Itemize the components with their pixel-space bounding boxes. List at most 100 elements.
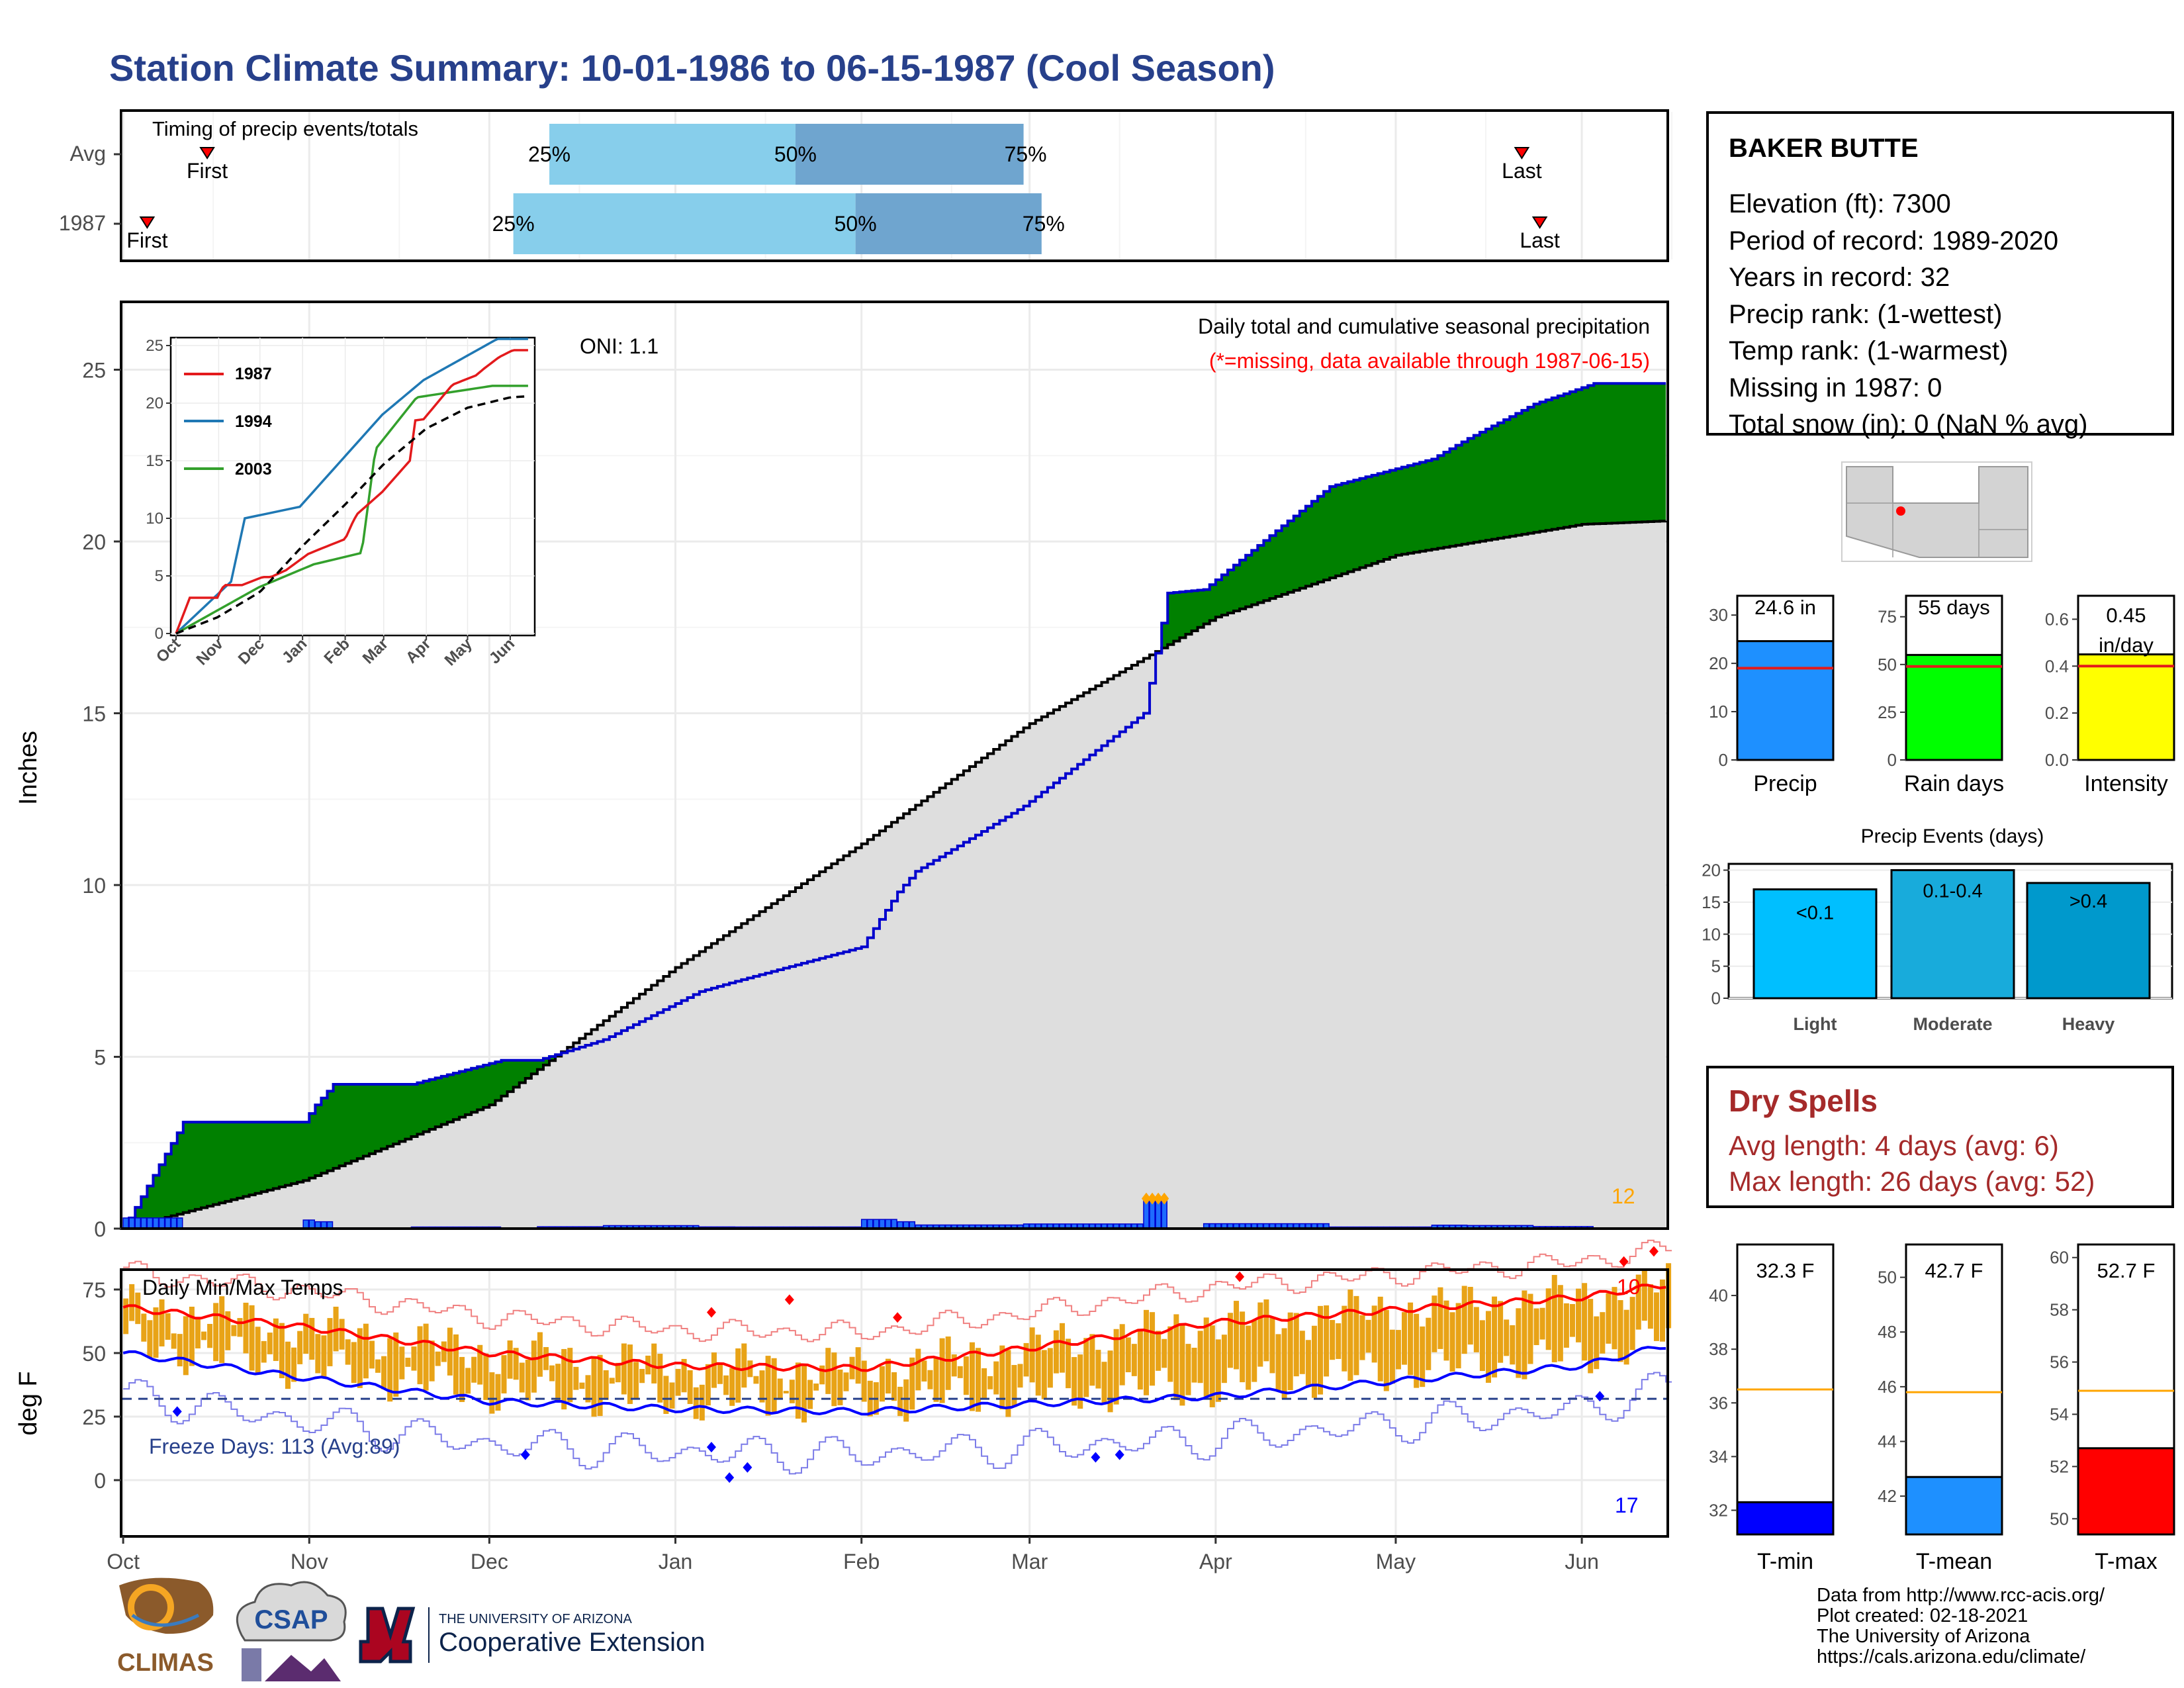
ua-a-mark <box>359 1607 416 1664</box>
daily-temp-bar <box>1287 1312 1293 1391</box>
daily-temp-bar <box>315 1334 321 1374</box>
daily-temp-bar <box>1606 1293 1612 1344</box>
daily-temp-bar <box>681 1358 687 1393</box>
temp-count-high: 10 <box>1617 1275 1641 1299</box>
daily-temp-bar <box>291 1347 297 1382</box>
month-label: Mar <box>1011 1550 1048 1573</box>
daily-temp-bar <box>693 1387 699 1419</box>
daily-temp-bar <box>861 1360 867 1402</box>
temp-summary-label: 52.7 F <box>2097 1259 2156 1282</box>
temp-ytick-label: 75 <box>82 1278 106 1302</box>
month-label: Dec <box>471 1550 508 1573</box>
precip-daily-bar <box>176 1217 183 1229</box>
daily-temp-bar <box>1479 1320 1485 1372</box>
daily-temp-bar <box>123 1298 129 1335</box>
precip-record-diamond <box>1148 1192 1158 1205</box>
summary-bar-name: Rain days <box>1904 771 2004 796</box>
temp-summary-name: T-max <box>2095 1549 2157 1574</box>
inset-ytick-label: 10 <box>146 510 163 528</box>
daily-temp-bar <box>1533 1308 1539 1345</box>
credit-plot-created: Plot created: 02-18-2021 <box>1817 1605 2028 1626</box>
daily-temp-bar <box>1527 1293 1533 1364</box>
oni-label: ONI: 1.1 <box>580 334 659 358</box>
daily-temp-bar <box>1083 1338 1089 1397</box>
daily-temp-bar <box>1318 1305 1324 1395</box>
precip-title: Daily total and cumulative seasonal prec… <box>1198 314 1650 338</box>
daily-temp-bar <box>1066 1338 1071 1389</box>
daily-temp-bar <box>976 1348 981 1412</box>
timing-bar-50-75 <box>795 124 1024 185</box>
daily-temp-bar <box>261 1340 267 1363</box>
temp-summary-name: T-min <box>1757 1549 1813 1574</box>
month-label: Jan <box>659 1550 693 1573</box>
daily-temp-bar <box>1437 1287 1443 1349</box>
daily-temp-bar <box>465 1368 471 1394</box>
daily-temp-bar <box>1647 1284 1653 1329</box>
daily-temp-bar <box>339 1319 345 1350</box>
daily-temp-bar <box>705 1364 711 1406</box>
daily-temp-bar <box>1492 1296 1498 1378</box>
dry-spells-avg: Avg length: 4 days (avg: 6) <box>1729 1130 2059 1161</box>
temp-summary-t-mean: 42 44 46 48 50 42.7 F T-mean <box>1878 1243 2003 1574</box>
daily-temp-bar <box>525 1359 531 1401</box>
daily-temp-bar <box>375 1359 381 1373</box>
daily-temp-bar <box>579 1382 585 1389</box>
precip-events-tick-label: 0 <box>1711 988 1721 1008</box>
daily-temp-bar <box>1161 1338 1167 1368</box>
daily-temp-bar <box>507 1340 513 1379</box>
daily-temp-bar <box>183 1316 189 1376</box>
precip-events-tick-label: 20 <box>1702 861 1721 880</box>
precip-cumulative-line <box>123 382 1666 1230</box>
daily-temp-bar <box>369 1340 375 1369</box>
temp-frame <box>120 1268 1669 1538</box>
timing-marks: 25% 50% 75% First Last 25% 50% 75% First Last <box>114 124 1560 254</box>
summary-bar-name: Intensity <box>2084 771 2168 796</box>
daily-temp-bar <box>597 1354 603 1417</box>
daily-temp-bar <box>1485 1311 1491 1383</box>
daily-temp-bar <box>831 1352 837 1407</box>
precip-daily-bar <box>140 1217 148 1229</box>
daily-temp-bar <box>933 1358 939 1402</box>
summary-bar-tick-label: 0.0 <box>2045 750 2069 770</box>
precip-daily-bar <box>134 1217 141 1229</box>
summary-bar-rain-days: 0 25 50 75 55 days Rain days <box>1878 594 2004 796</box>
tmin-record-line <box>123 1372 1672 1475</box>
daily-temp-bar <box>765 1356 771 1416</box>
temp-summary-fill <box>1736 1501 1835 1536</box>
summary-bar-tick-label: 0.4 <box>2045 656 2069 676</box>
summary-bar-fill <box>1905 653 2003 761</box>
timing-q50-label: 50% <box>835 212 877 236</box>
precip-events-title: Precip Events (days) <box>1861 825 2044 847</box>
daily-temp-bar <box>1623 1309 1629 1365</box>
state-shape <box>1846 466 2028 558</box>
precip-daily-bar <box>860 1219 868 1229</box>
precip-ytick-label: 20 <box>82 530 106 554</box>
climas-sun <box>128 1584 174 1630</box>
precip-daily-bar <box>146 1217 154 1229</box>
daily-temp-bar <box>273 1318 279 1361</box>
summary-bar-name: Precip <box>1753 771 1817 796</box>
daily-temp-bar <box>663 1376 669 1414</box>
daily-temp-bar <box>489 1372 495 1414</box>
temp-summary-tick-label: 42 <box>1878 1486 1897 1506</box>
daily-temp-bar <box>537 1332 543 1377</box>
precip-count-label: 12 <box>1612 1184 1635 1208</box>
daily-temp-bar <box>1402 1312 1408 1365</box>
daily-temp-bar <box>837 1369 843 1405</box>
daily-temp-bar <box>1510 1325 1516 1365</box>
summary-bar-label: 55 days <box>1918 596 1990 619</box>
precip-daily-bar <box>170 1217 177 1229</box>
daily-temp-bar <box>411 1346 417 1371</box>
timing-first-label: First <box>126 228 167 252</box>
daily-temp-bar <box>1011 1365 1017 1407</box>
precip-ytick-label: 15 <box>82 702 106 726</box>
daily-temp-bar <box>1209 1325 1215 1407</box>
inset-ytick-label: 20 <box>146 395 163 412</box>
daily-temp-bar <box>717 1362 723 1384</box>
daily-temp-bar <box>783 1391 789 1394</box>
daily-temp-bar <box>1197 1331 1203 1383</box>
credits: Data from http://www.rcc-acis.org/ Plot … <box>1817 1585 2105 1667</box>
precip-ytick-label: 0 <box>94 1217 106 1241</box>
daily-temp-bar <box>657 1354 663 1403</box>
